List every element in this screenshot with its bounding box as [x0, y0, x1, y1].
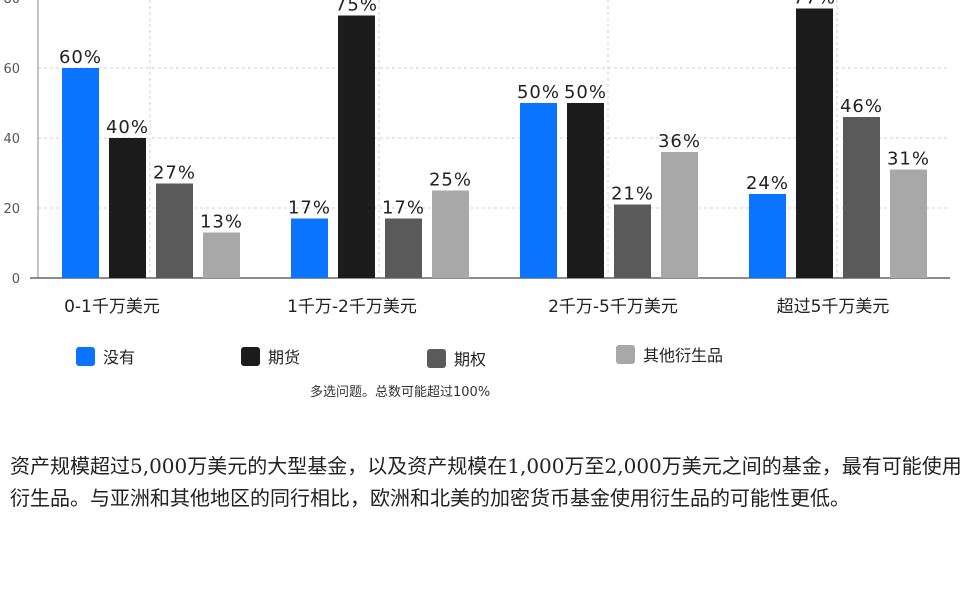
legend-swatch	[76, 346, 95, 366]
data-label: 31%	[887, 149, 930, 170]
legend-label: 期权	[454, 350, 487, 369]
chart-note: 多选问题。总数可能超过100%	[310, 385, 491, 400]
bar	[291, 218, 328, 278]
legend-label: 没有	[103, 348, 136, 367]
legend-item: 期货	[241, 344, 300, 368]
data-label: 24%	[746, 173, 789, 194]
x-category-label: 超过5千万美元	[777, 297, 890, 317]
data-label: 60%	[59, 47, 102, 68]
data-label: 17%	[288, 198, 331, 219]
bar	[890, 169, 927, 278]
data-label: 40%	[106, 117, 149, 138]
legend-swatch	[241, 346, 260, 366]
y-tick-label: 0	[12, 272, 20, 287]
data-label: 46%	[840, 96, 883, 117]
data-label: 13%	[200, 212, 243, 233]
bar	[338, 15, 375, 278]
y-tick-label: 40	[3, 132, 20, 147]
data-label: 50%	[564, 82, 607, 103]
bar	[109, 138, 146, 278]
bar	[614, 204, 651, 278]
legend-label: 期货	[268, 348, 301, 367]
legend-item: 期权	[427, 346, 486, 370]
data-label: 36%	[658, 131, 701, 152]
data-label: 17%	[382, 198, 425, 219]
legend-item: 没有	[76, 344, 135, 368]
body-paragraph: 资产规模超过5,000万美元的大型基金，以及资产规模在1,000万至2,000万…	[10, 454, 962, 510]
y-tick-label: 20	[3, 202, 20, 217]
data-label: 75%	[335, 0, 378, 16]
legend: 没有 期货 期权 其他衍生品	[76, 340, 776, 370]
data-label: 27%	[153, 163, 196, 184]
legend-label: 其他衍生品	[643, 346, 724, 365]
bar-chart: 02040608060%17%50%24%40%75%50%77%27%17%2…	[3, 0, 950, 317]
bar	[432, 190, 469, 278]
y-tick-label: 60	[3, 62, 20, 77]
data-label: 50%	[517, 82, 560, 103]
bar	[749, 194, 786, 278]
x-category-label: 0-1千万美元	[64, 297, 160, 317]
bar	[520, 103, 557, 278]
legend-item: 其他衍生品	[616, 342, 723, 366]
bar	[62, 68, 99, 278]
x-category-label: 1千万-2千万美元	[287, 297, 417, 317]
bar	[385, 218, 422, 278]
data-label: 77%	[793, 0, 836, 9]
bar	[203, 232, 240, 278]
bar	[843, 117, 880, 278]
x-category-label: 2千万-5千万美元	[548, 297, 678, 317]
y-tick-label: 80	[3, 0, 20, 7]
data-label: 21%	[611, 184, 654, 205]
legend-swatch	[427, 348, 446, 368]
data-label: 25%	[429, 170, 472, 191]
bar	[796, 8, 833, 278]
bar	[156, 183, 193, 278]
legend-swatch	[616, 344, 635, 364]
bar	[567, 103, 604, 278]
bar	[661, 152, 698, 278]
